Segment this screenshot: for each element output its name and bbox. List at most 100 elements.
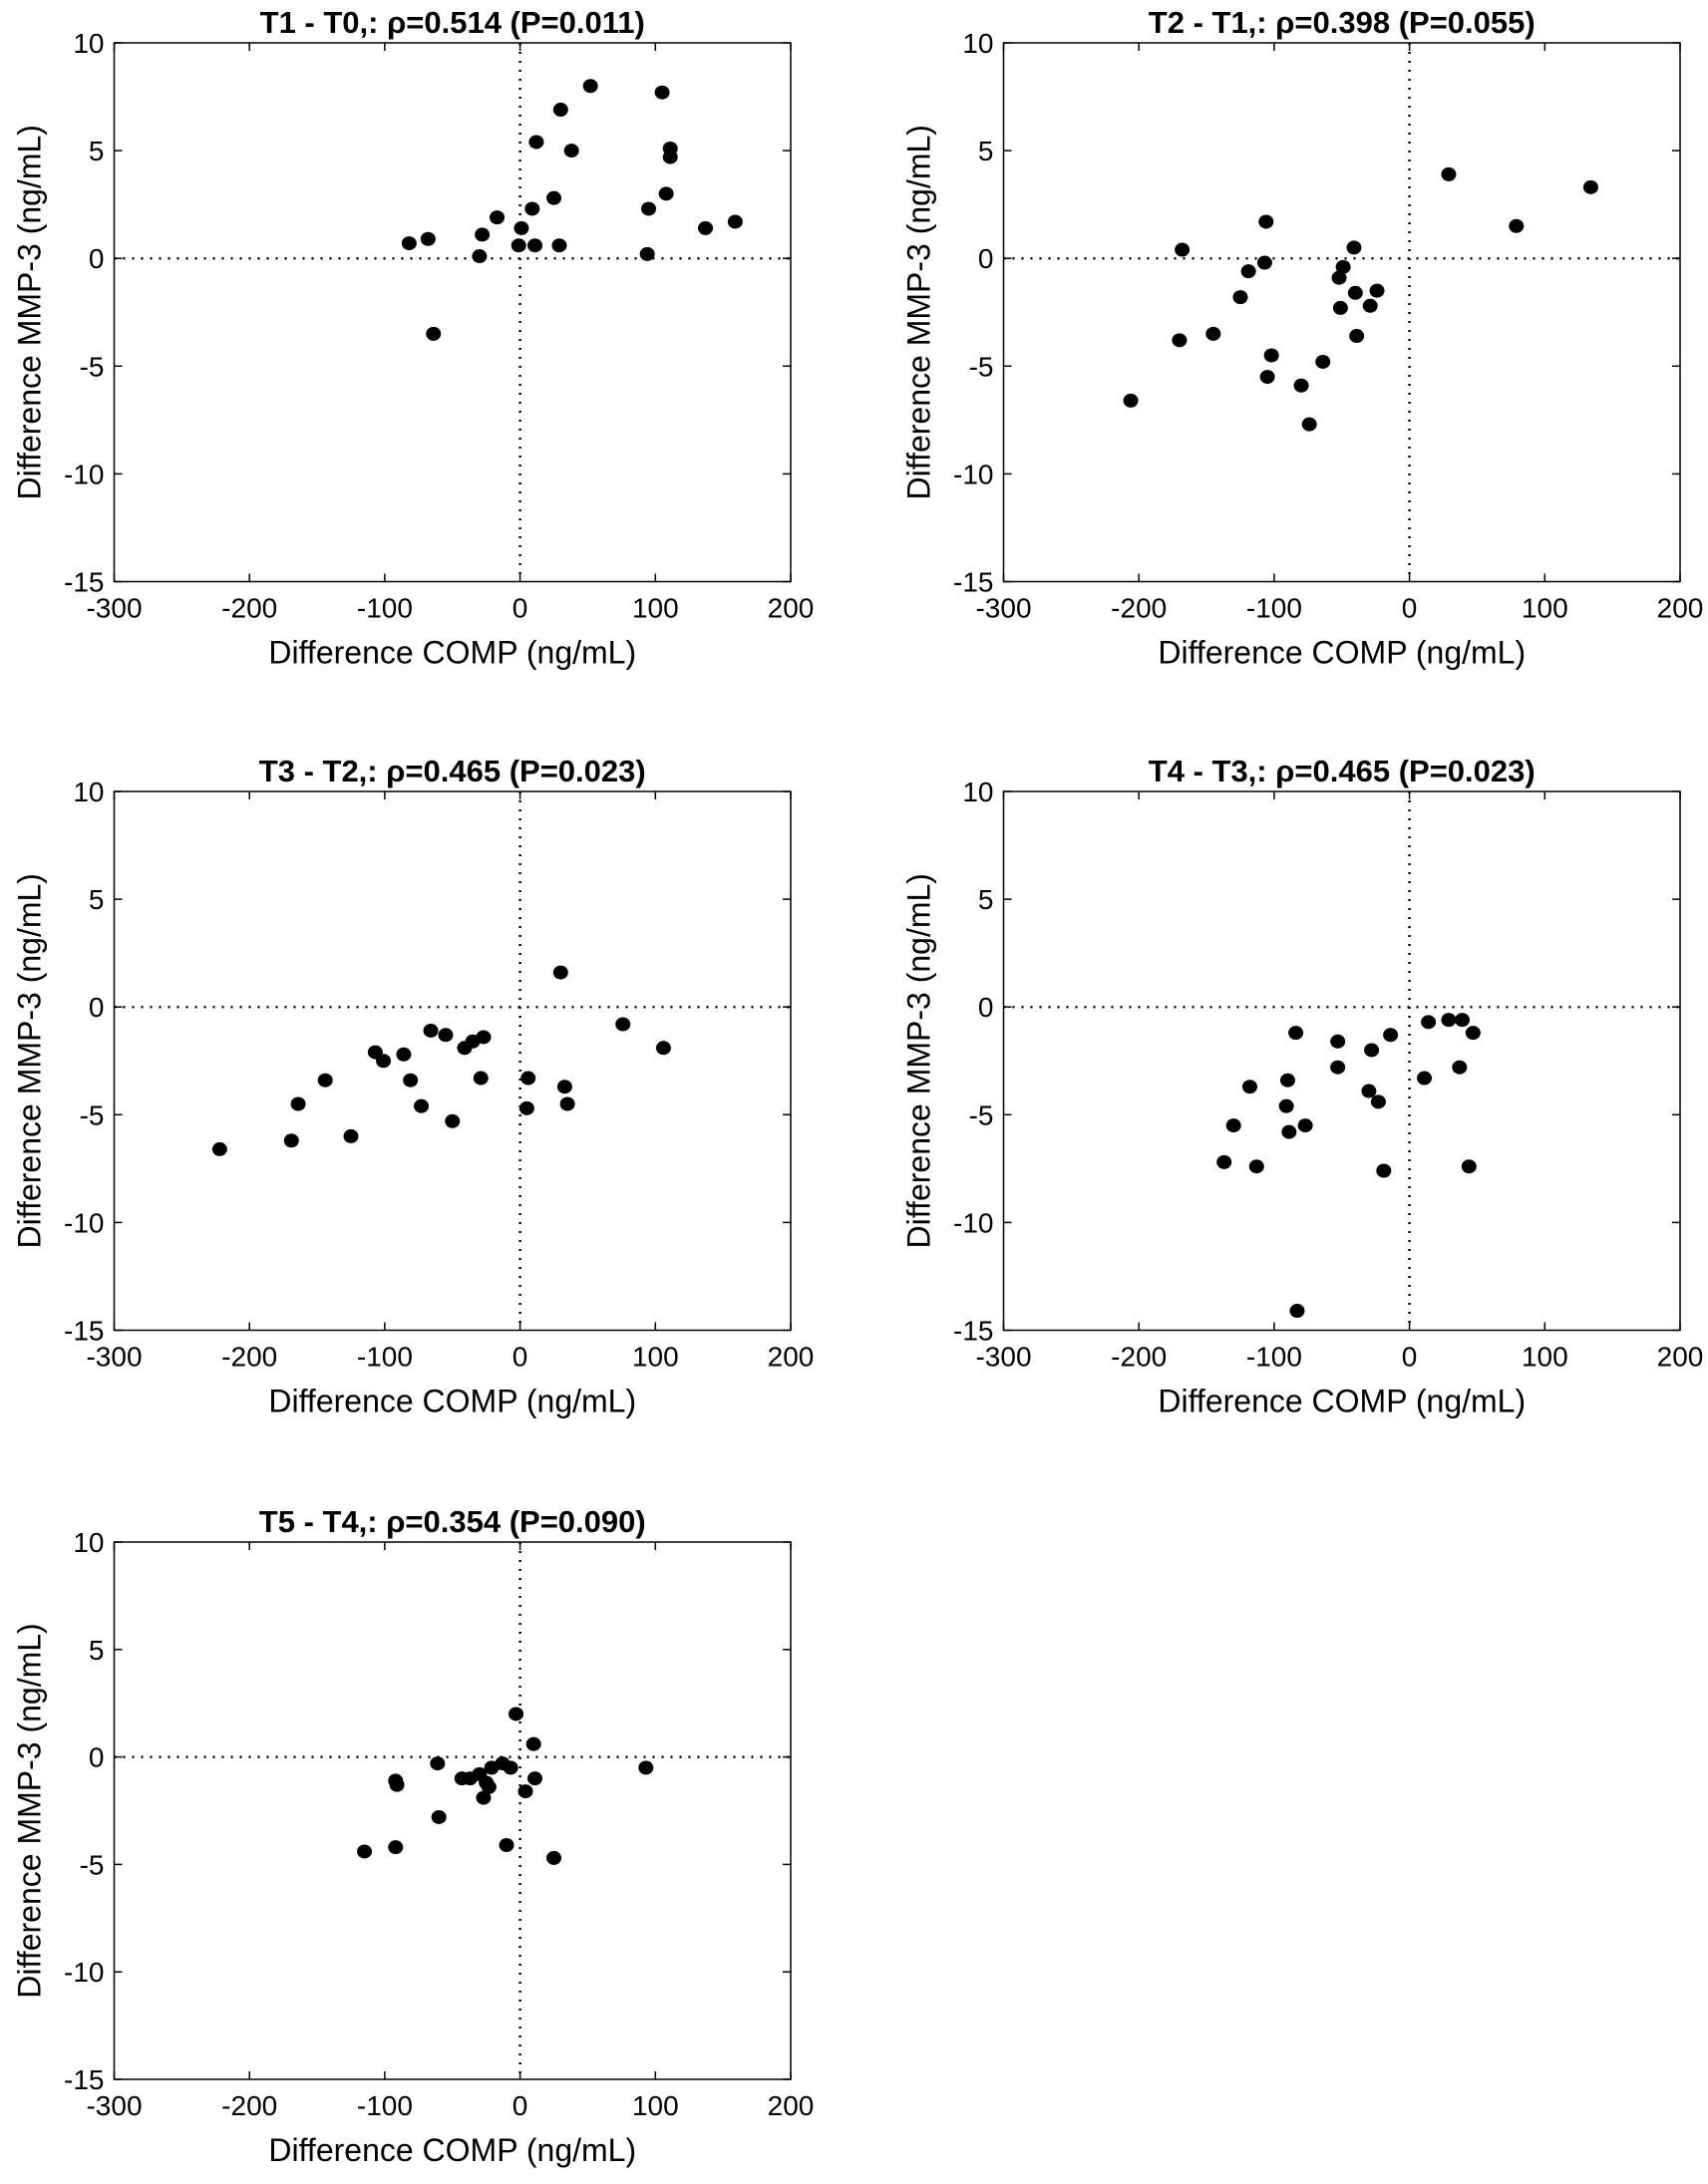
data-point <box>528 135 544 150</box>
x-tick-label: -100 <box>357 593 413 624</box>
data-point <box>551 238 567 253</box>
x-tick-label: -200 <box>1111 1342 1167 1373</box>
y-tick-label: -10 <box>64 459 104 489</box>
x-tick-label: 200 <box>768 2090 815 2121</box>
data-point <box>546 1850 562 1865</box>
chart-title: T3 - T2,: ρ=0.465 (P=0.023) <box>259 754 646 788</box>
y-tick-label: 0 <box>978 243 994 274</box>
y-tick-label: 0 <box>89 243 105 274</box>
data-point <box>476 1790 492 1805</box>
plot-frame <box>113 790 792 1332</box>
data-point <box>1297 1118 1313 1133</box>
data-point <box>1205 326 1221 341</box>
data-point <box>1346 240 1362 255</box>
data-point <box>1465 1026 1481 1041</box>
x-tick-label: 100 <box>1522 1342 1568 1373</box>
data-point <box>1509 218 1525 233</box>
data-point <box>1240 264 1256 279</box>
data-point <box>513 220 529 235</box>
x-tick-label: -300 <box>975 593 1031 624</box>
x-tick-label: -300 <box>86 1342 142 1373</box>
data-point <box>1364 1043 1380 1058</box>
x-tick-label: 100 <box>1522 593 1568 624</box>
data-point <box>552 965 568 980</box>
data-point <box>343 1128 359 1143</box>
y-tick-label: 10 <box>73 1527 104 1558</box>
data-point <box>290 1096 306 1111</box>
data-point <box>662 150 678 164</box>
data-point <box>511 238 526 253</box>
data-point <box>1376 1163 1392 1178</box>
data-point <box>388 1840 404 1855</box>
data-point <box>1263 348 1279 363</box>
data-point <box>403 1073 419 1088</box>
y-tick-label: -10 <box>953 1207 993 1238</box>
data-point <box>1331 270 1347 285</box>
data-point <box>1123 393 1139 408</box>
y-tick-label: 10 <box>962 28 993 59</box>
data-point <box>525 1736 541 1751</box>
data-point <box>481 1779 497 1794</box>
x-tick-label: -200 <box>1111 593 1167 624</box>
data-point <box>509 1707 524 1721</box>
data-point <box>317 1073 333 1088</box>
y-tick-label: 5 <box>978 884 994 915</box>
y-axis-label: Difference MMP-3 (ng/mL) <box>12 125 48 499</box>
y-tick-label: -15 <box>953 1316 993 1347</box>
x-tick-label: -300 <box>86 593 142 624</box>
data-point <box>430 1756 446 1771</box>
data-point <box>389 1777 405 1792</box>
plot-frame <box>1002 42 1681 583</box>
x-tick-label: -300 <box>86 2090 142 2121</box>
data-point <box>414 1098 430 1113</box>
chart-title: T1 - T0,: ρ=0.514 (P=0.011) <box>260 5 645 40</box>
data-point <box>1461 1159 1477 1174</box>
chart-title: T4 - T3,: ρ=0.465 (P=0.023) <box>1149 754 1536 788</box>
data-point <box>1361 1084 1377 1098</box>
data-point <box>1288 1026 1304 1041</box>
data-point <box>1332 300 1348 315</box>
x-axis-label: Difference COMP (ng/mL) <box>1158 635 1526 671</box>
data-point <box>552 103 568 118</box>
data-point <box>472 249 488 264</box>
x-axis-label: Difference COMP (ng/mL) <box>268 2132 636 2168</box>
data-point <box>518 1100 534 1115</box>
y-tick-label: 5 <box>89 884 105 915</box>
x-tick-label: 100 <box>632 2090 679 2121</box>
data-point <box>1347 285 1363 300</box>
data-point <box>1289 1304 1305 1319</box>
data-point <box>357 1844 373 1859</box>
scatter-panel-1: -300 -200 -100 0 100 200 -15 -10 -5 0 5 10 Differenc… <box>12 5 815 671</box>
data-point <box>1582 179 1598 194</box>
data-point <box>473 1071 489 1086</box>
data-point <box>655 1041 671 1056</box>
data-point <box>1417 1071 1433 1086</box>
x-tick-label: 200 <box>1657 1342 1704 1373</box>
data-point <box>1452 1060 1468 1075</box>
x-tick-label: -300 <box>975 1342 1031 1373</box>
data-point <box>1349 329 1365 344</box>
data-point <box>1330 1034 1346 1049</box>
data-point <box>556 1080 572 1094</box>
x-tick-label: 100 <box>632 1342 679 1373</box>
data-point <box>503 1760 518 1775</box>
data-point <box>1256 255 1272 270</box>
x-axis-label: Difference COMP (ng/mL) <box>1158 1384 1526 1419</box>
y-tick-label: 0 <box>978 992 994 1023</box>
plot-frame <box>1002 790 1681 1332</box>
x-tick-label: 0 <box>1402 593 1418 624</box>
data-point <box>559 1096 575 1111</box>
data-point <box>1225 1118 1241 1133</box>
x-tick-label: -100 <box>1246 593 1302 624</box>
data-point <box>1259 370 1275 385</box>
data-point <box>1281 1124 1297 1139</box>
y-tick-label: 10 <box>73 28 104 59</box>
data-point <box>638 1760 654 1775</box>
data-point <box>1248 1159 1264 1174</box>
data-point <box>1335 259 1351 274</box>
y-tick-label: -15 <box>64 567 104 598</box>
data-point <box>727 214 743 229</box>
data-point <box>1258 214 1274 229</box>
data-point <box>582 79 598 94</box>
data-point <box>520 1071 536 1086</box>
